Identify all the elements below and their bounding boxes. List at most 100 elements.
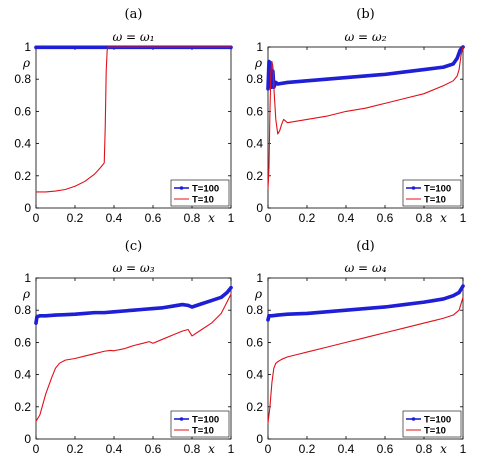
data-point (131, 308, 136, 312)
chart-title: ω = ω₄ (344, 261, 386, 275)
x-tick-label: 0.2 (299, 442, 316, 456)
data-point (363, 306, 368, 311)
data-point (63, 313, 67, 317)
data-point (458, 48, 462, 52)
data-point (219, 295, 223, 299)
data-point (141, 307, 145, 311)
data-point (363, 74, 368, 78)
legend-entry: T=100 (424, 415, 451, 426)
data-point (451, 294, 455, 298)
panel-label: (b) (356, 7, 374, 22)
y-tick-label: 1 (256, 271, 263, 285)
x-tick-label: 0.2 (67, 211, 84, 225)
data-point (324, 310, 329, 314)
x-tick-label: 1 (228, 211, 235, 225)
data-point (344, 308, 348, 312)
x-tick-label: 0 (33, 442, 40, 456)
x-tick-label: 0.8 (184, 211, 201, 225)
legend-box (170, 410, 230, 438)
y-tick-label: 0.6 (14, 104, 31, 118)
legend-marker (179, 186, 184, 190)
series-line-t10 (35, 293, 232, 422)
x-tick-label: 1 (228, 442, 235, 456)
y-tick-label: 0.4 (14, 137, 31, 151)
y-tick-label: 0.6 (246, 104, 263, 118)
data-point (170, 304, 175, 308)
data-point (324, 77, 329, 81)
legend-entry: T=100 (192, 184, 219, 195)
series-line-t10 (267, 46, 464, 190)
data-point (44, 314, 48, 318)
legend-marker (411, 186, 416, 190)
x-axis-label: x (440, 211, 447, 225)
x-axis-label: x (208, 211, 215, 225)
x-tick-label: 1 (460, 442, 467, 456)
x-tick-label: 0.8 (184, 442, 201, 456)
chart-panel-4: (d)ω = ω₄0 0.2 0.4 0.6 0.8 100.20.40.60.81xρT… (246, 239, 466, 456)
x-tick-label: 1 (460, 211, 467, 225)
panel-label: (c) (125, 239, 142, 254)
y-tick-label: 0.6 (246, 335, 263, 349)
data-point (455, 56, 459, 60)
y-tick-label: 0 (256, 432, 263, 446)
data-point (83, 311, 87, 316)
data-point (73, 312, 77, 316)
legend-entry: T=100 (424, 184, 451, 195)
data-point (285, 80, 290, 85)
y-tick-label: 1 (24, 271, 31, 285)
y-tick-label: 0.2 (14, 169, 31, 183)
y-tick-label: 0 (256, 201, 263, 215)
legend-entry: T=10 (424, 195, 446, 206)
y-tick-label: 0.8 (246, 72, 263, 86)
data-point (266, 87, 270, 91)
data-point (383, 305, 387, 309)
series-line-t100 (34, 285, 233, 325)
y-tick-label: 0.2 (246, 400, 263, 414)
data-point (305, 79, 309, 83)
x-tick-label: 0.8 (416, 211, 433, 225)
data-point (151, 306, 155, 311)
chart-title: ω = ω₂ (344, 30, 386, 44)
data-point (305, 311, 309, 316)
data-point (73, 45, 77, 49)
panel-label: (a) (125, 7, 143, 22)
data-point (422, 67, 426, 72)
y-axis-label: ρ (254, 56, 262, 70)
data-point (457, 290, 461, 295)
series-line-t10 (267, 296, 464, 424)
x-tick-label: 0.4 (338, 442, 355, 456)
series-line-t10 (35, 46, 232, 193)
chart-panel-3: (c)ω = ω₃0 0.2 0.4 0.6 0.8 100.20.40.60.81xρT… (14, 239, 234, 456)
x-tick-label: 0.6 (377, 211, 394, 225)
legend-marker (411, 417, 416, 421)
data-point (38, 314, 42, 318)
data-point (383, 72, 387, 76)
chart-title: ω = ω₃ (112, 261, 154, 275)
y-tick-label: 0 (24, 432, 31, 446)
data-point (53, 313, 58, 317)
x-tick-label: 0.4 (106, 211, 123, 225)
data-point (200, 302, 204, 306)
data-point (225, 290, 229, 295)
data-point (276, 82, 280, 86)
y-tick-label: 0.2 (246, 169, 263, 183)
series-line-t100 (266, 284, 465, 322)
x-tick-label: 0.6 (145, 211, 162, 225)
y-tick-label: 0.4 (246, 137, 263, 151)
data-point (34, 321, 38, 325)
y-tick-label: 0.6 (14, 335, 31, 349)
series-line-t100 (266, 45, 465, 91)
chart-title: ω = ω₁ (112, 30, 154, 44)
data-point (266, 318, 270, 322)
data-point (190, 305, 194, 309)
panel-label: (d) (356, 239, 374, 254)
plot-frame (35, 277, 232, 440)
data-point (270, 314, 274, 318)
legend-marker (179, 417, 184, 421)
x-tick-label: 0.2 (299, 211, 316, 225)
y-tick-label: 0.8 (246, 303, 263, 317)
x-tick-label: 0 (265, 442, 272, 456)
legend-box (170, 179, 230, 207)
